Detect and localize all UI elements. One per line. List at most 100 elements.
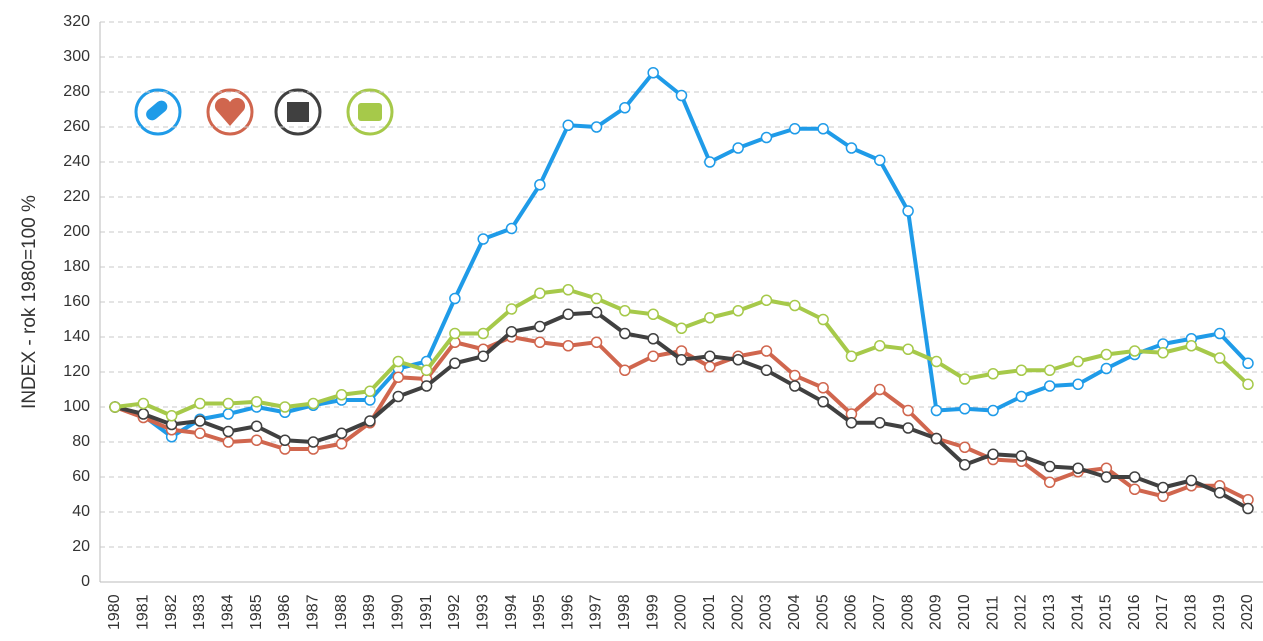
y-tick-label: 140: [63, 328, 90, 345]
point: [619, 305, 631, 317]
point: [364, 385, 376, 397]
x-tick-label: 1982: [163, 594, 180, 630]
point: [109, 401, 121, 413]
y-tick-label: 40: [72, 503, 90, 520]
point: [647, 67, 659, 79]
x-tick-label: 1996: [559, 594, 576, 630]
x-tick-label: 1994: [503, 594, 520, 630]
point: [1072, 378, 1084, 390]
point: [1213, 327, 1226, 340]
point: [1157, 481, 1169, 494]
point: [1185, 340, 1198, 352]
point: [1128, 471, 1141, 483]
x-tick-label: 2008: [899, 594, 916, 630]
point: [902, 205, 914, 217]
icon-kit: [358, 103, 382, 121]
point: [874, 154, 886, 166]
point: [590, 306, 603, 319]
point: [335, 389, 348, 401]
point: [1100, 471, 1113, 483]
point: [590, 121, 603, 133]
x-tick-label: 1985: [248, 594, 265, 630]
point: [590, 336, 603, 348]
x-tick-label: 2017: [1154, 594, 1171, 630]
point: [959, 373, 971, 385]
point: [930, 432, 943, 445]
point: [902, 422, 914, 434]
point: [477, 327, 489, 340]
y-tick-label: 120: [63, 363, 90, 380]
point: [534, 287, 546, 299]
point: [760, 345, 773, 357]
x-tick-label: 1984: [220, 594, 237, 630]
point: [817, 313, 829, 326]
point: [789, 369, 801, 382]
point: [619, 364, 631, 376]
x-tick-label: 1983: [191, 594, 208, 630]
point: [1015, 390, 1028, 403]
point: [222, 425, 235, 438]
x-tick-label: 2019: [1211, 594, 1228, 630]
point: [619, 102, 631, 114]
point: [874, 340, 886, 352]
point: [902, 343, 914, 355]
point: [477, 233, 489, 245]
y-tick-label: 60: [72, 468, 90, 485]
point: [392, 390, 404, 403]
point: [845, 350, 858, 362]
point: [534, 320, 546, 333]
point: [959, 441, 971, 453]
point: [1043, 476, 1056, 488]
point: [874, 383, 886, 396]
x-tick-label: 1991: [418, 594, 435, 630]
point: [194, 397, 206, 410]
x-tick-label: 1993: [474, 594, 491, 630]
x-tick-label: 2014: [1069, 594, 1086, 630]
point: [505, 303, 518, 315]
point: [732, 305, 744, 317]
x-tick-label: 2015: [1098, 594, 1115, 630]
point: [279, 401, 291, 413]
point: [562, 308, 574, 320]
point: [930, 355, 943, 368]
point: [704, 350, 716, 362]
point: [1043, 460, 1056, 473]
point: [1213, 352, 1226, 364]
y-tick-label: 240: [63, 153, 90, 170]
point: [1015, 450, 1028, 462]
x-tick-label: 2002: [729, 594, 746, 630]
point: [647, 333, 659, 345]
point: [335, 438, 348, 450]
point: [987, 448, 999, 460]
icon-heart: [214, 97, 246, 126]
point: [137, 408, 150, 420]
point: [562, 284, 574, 296]
icons: [134, 88, 394, 136]
x-tick-label: 2003: [758, 594, 775, 630]
point: [307, 397, 320, 410]
point: [194, 415, 206, 427]
x-tick-label: 1998: [616, 594, 633, 630]
point: [1242, 357, 1254, 369]
point: [647, 308, 659, 320]
point: [1185, 474, 1198, 487]
point: [505, 222, 518, 235]
y-tick-label: 80: [72, 433, 90, 450]
y-tick-label: 180: [63, 258, 90, 275]
point: [420, 364, 433, 376]
x-tick-label: 2009: [928, 594, 945, 630]
point: [732, 354, 744, 366]
point: [704, 156, 716, 168]
point: [789, 299, 801, 312]
point: [930, 404, 943, 417]
point: [902, 404, 914, 417]
point: [194, 427, 206, 439]
x-tick-label: 2011: [984, 595, 1001, 630]
point: [590, 292, 603, 305]
point: [1242, 502, 1254, 515]
point: [1043, 380, 1056, 392]
y-tick-label: 320: [63, 13, 90, 30]
point: [675, 322, 688, 334]
x-tick-label: 1980: [106, 594, 123, 630]
point: [250, 420, 263, 432]
